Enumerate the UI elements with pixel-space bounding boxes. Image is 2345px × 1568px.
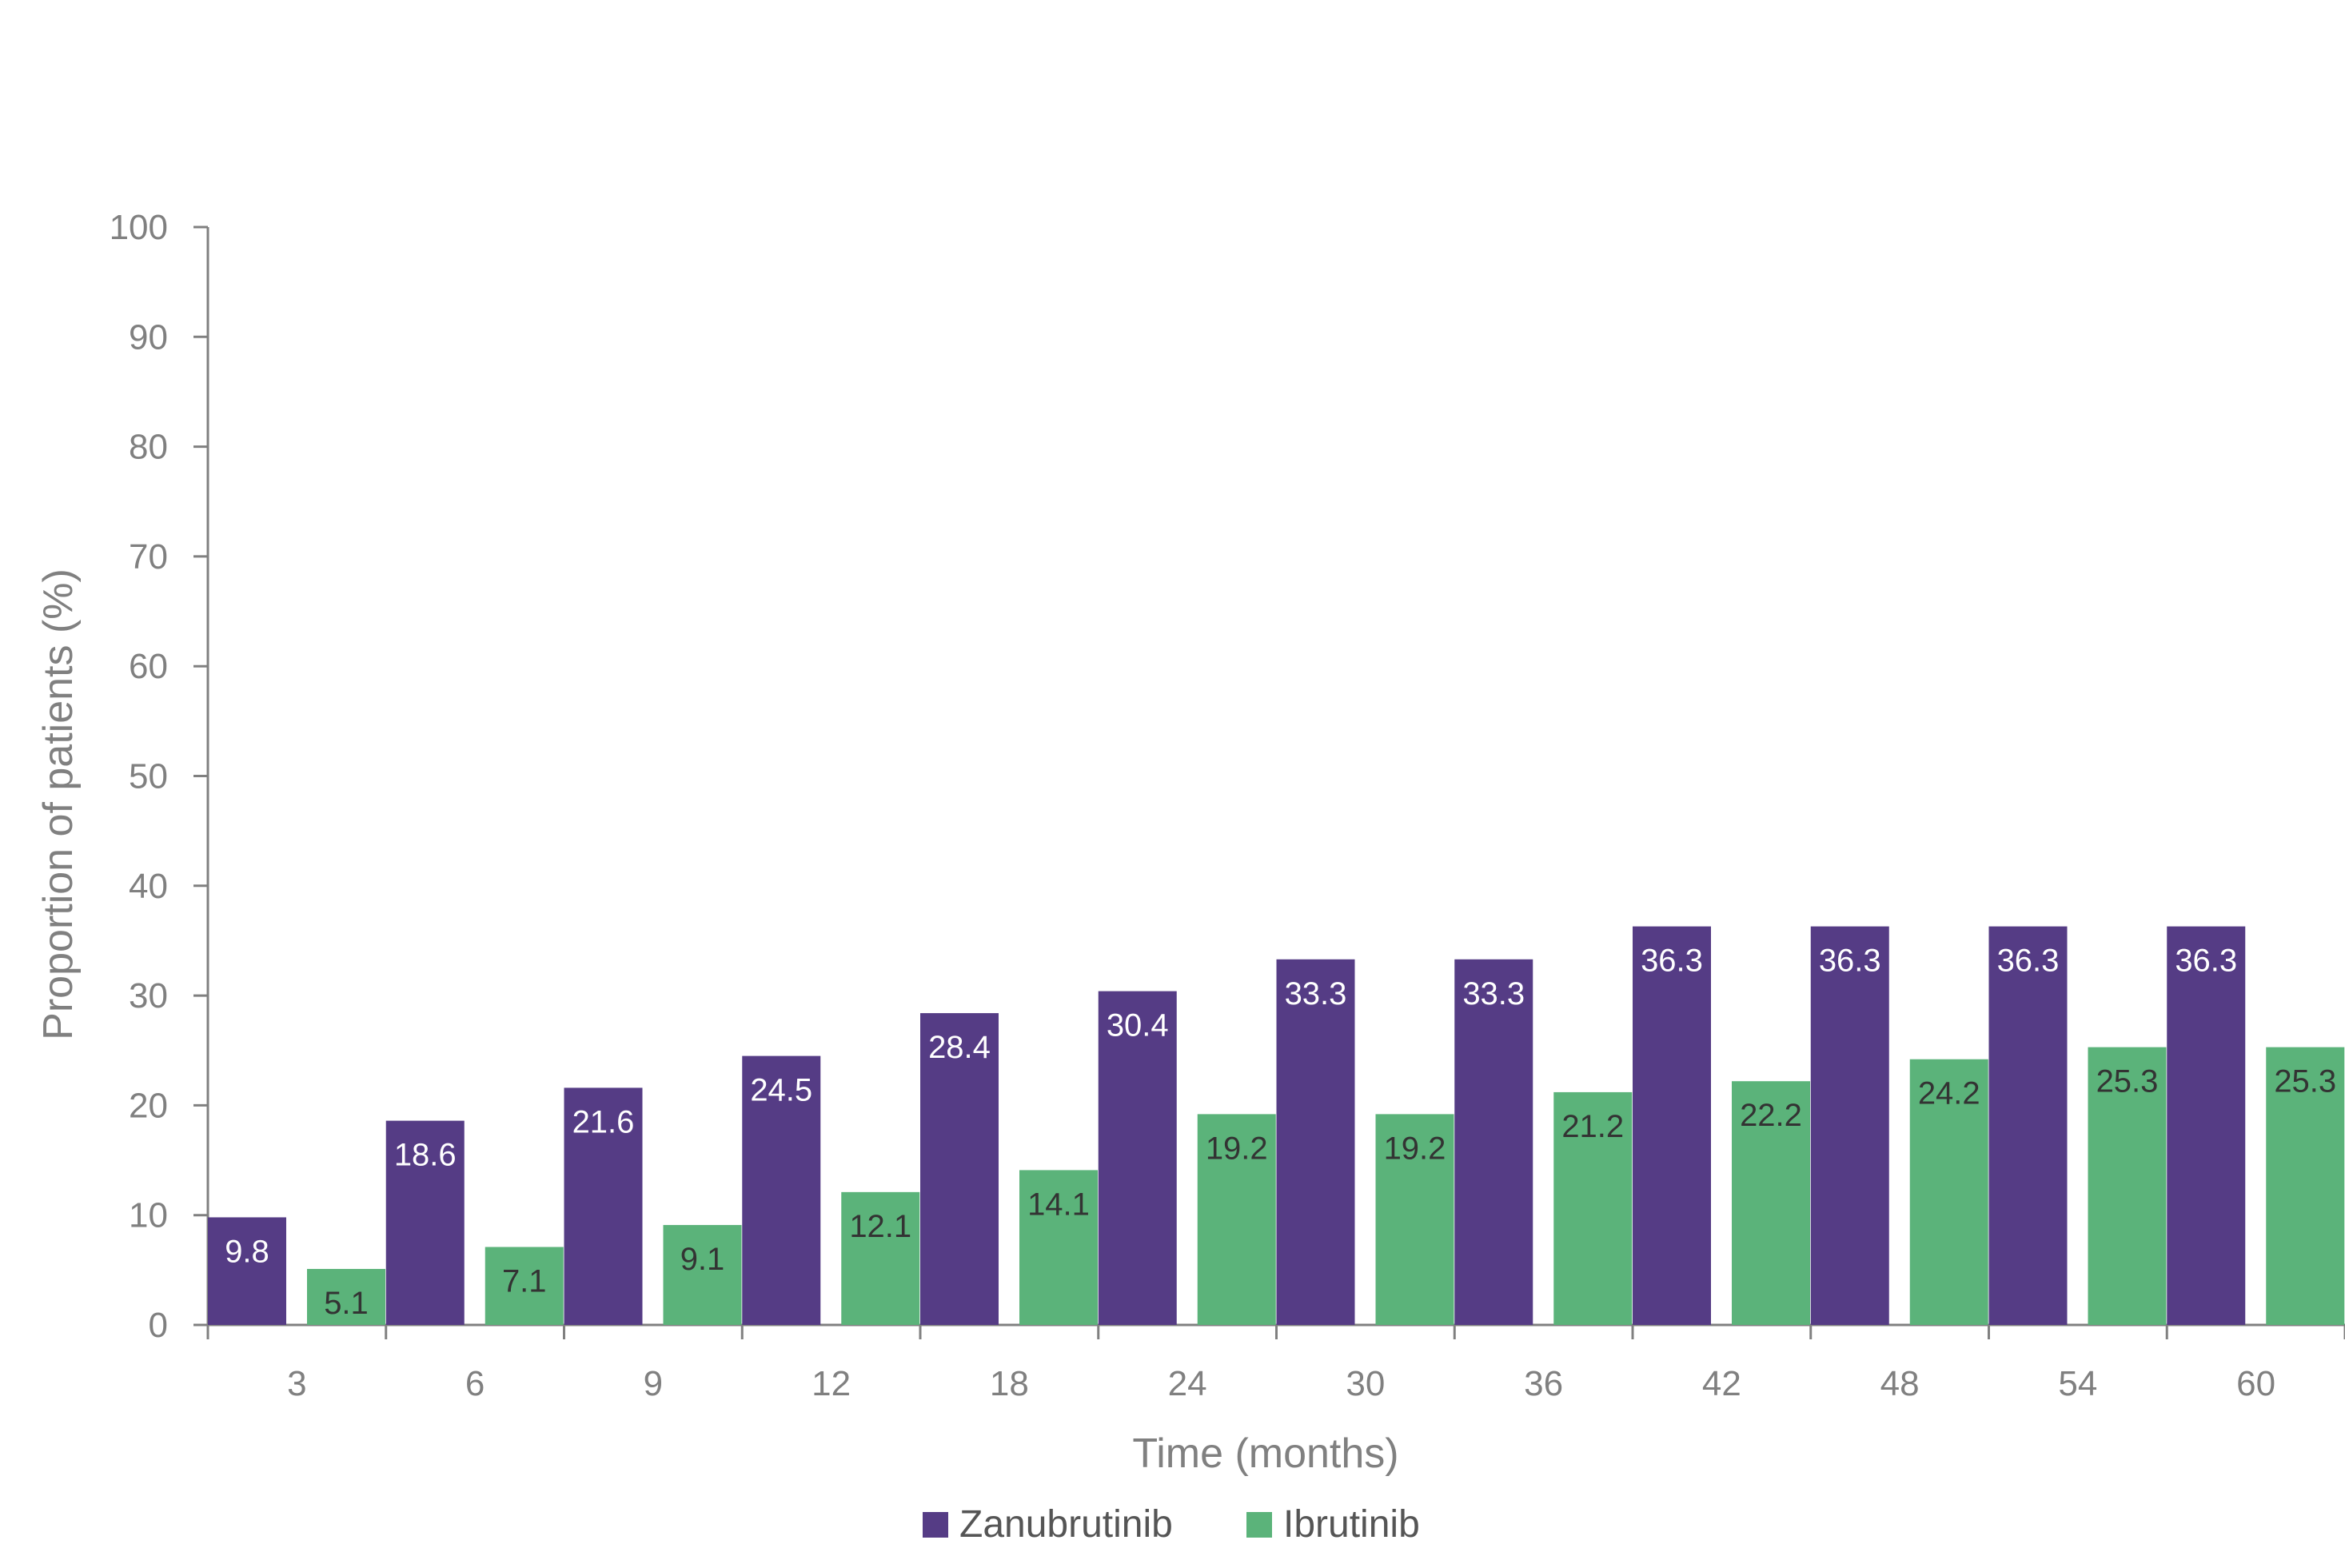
y-tick-label: 40 bbox=[129, 867, 168, 906]
x-tick-label: 60 bbox=[2236, 1364, 2275, 1403]
bar-ibrutinib-48 bbox=[1909, 1059, 1988, 1325]
bar-ibrutinib-9 bbox=[663, 1225, 742, 1325]
data-label-ibrutinib-18: 14.1 bbox=[1027, 1187, 1090, 1222]
y-tick-label: 50 bbox=[129, 757, 168, 796]
x-tick-label: 6 bbox=[465, 1364, 485, 1403]
legend-item-ibrutinib: Ibrutinib bbox=[1246, 1503, 1420, 1546]
bar-ibrutinib-6 bbox=[485, 1247, 564, 1325]
legend-label-zanubrutinib: Zanubrutinib bbox=[959, 1503, 1173, 1546]
y-tick-label: 60 bbox=[129, 647, 168, 686]
legend-swatch-ibrutinib bbox=[1246, 1512, 1272, 1538]
x-tick-label: 24 bbox=[1168, 1364, 1207, 1403]
data-label-zanubrutinib-60: 36.3 bbox=[2175, 944, 2237, 979]
x-tick-label: 42 bbox=[1702, 1364, 1741, 1403]
legend-swatch-zanubrutinib bbox=[923, 1512, 948, 1538]
bar-zanubrutinib-18 bbox=[920, 1013, 999, 1325]
data-label-ibrutinib-12: 12.1 bbox=[849, 1209, 911, 1244]
bar-ibrutinib-18 bbox=[1019, 1170, 1098, 1325]
bar-ibrutinib-54 bbox=[2088, 1047, 2167, 1325]
bar-ibrutinib-3 bbox=[307, 1268, 385, 1325]
data-label-ibrutinib-42: 22.2 bbox=[1740, 1098, 1802, 1133]
bar-ibrutinib-12 bbox=[841, 1191, 920, 1325]
data-label-zanubrutinib-12: 24.5 bbox=[750, 1073, 812, 1108]
x-tick-label: 54 bbox=[2058, 1364, 2097, 1403]
bar-zanubrutinib-48 bbox=[1810, 926, 1889, 1325]
x-tick-label: 3 bbox=[287, 1364, 306, 1403]
data-label-zanubrutinib-36: 33.3 bbox=[1462, 976, 1525, 1011]
y-tick-label: 20 bbox=[129, 1086, 168, 1125]
legend: Zanubrutinib Ibrutinib bbox=[923, 1503, 1420, 1546]
bar-ibrutinib-36 bbox=[1553, 1091, 1633, 1325]
x-tick-label: 30 bbox=[1346, 1364, 1385, 1403]
legend-item-zanubrutinib: Zanubrutinib bbox=[923, 1503, 1173, 1546]
data-label-zanubrutinib-3: 9.8 bbox=[225, 1234, 269, 1269]
data-label-ibrutinib-6: 7.1 bbox=[502, 1264, 547, 1299]
y-tick-label: 30 bbox=[129, 976, 168, 1015]
bar-zanubrutinib-36 bbox=[1454, 959, 1533, 1325]
bar-zanubrutinib-3 bbox=[208, 1217, 286, 1325]
y-tick-label: 0 bbox=[149, 1306, 168, 1345]
data-label-ibrutinib-48: 24.2 bbox=[1918, 1076, 1980, 1111]
bars bbox=[208, 926, 2345, 1325]
data-label-zanubrutinib-48: 36.3 bbox=[1819, 944, 1881, 979]
bar-labels: 9.8 18.6 21.6 24.5 28.4 30.4 33.3 33.3 36.3 36.3 3… bbox=[225, 944, 2336, 1321]
bar-zanubrutinib-42 bbox=[1633, 926, 1711, 1325]
data-label-ibrutinib-60: 25.3 bbox=[2274, 1064, 2336, 1099]
data-label-ibrutinib-9: 9.1 bbox=[680, 1242, 725, 1277]
bar-zanubrutinib-12 bbox=[742, 1055, 821, 1325]
x-tick-label: 9 bbox=[644, 1364, 663, 1403]
data-label-zanubrutinib-6: 18.6 bbox=[394, 1138, 457, 1173]
bar-zanubrutinib-9 bbox=[564, 1087, 643, 1325]
y-axis-title: Proportion of patients (%) bbox=[35, 569, 82, 1040]
x-tick-label: 12 bbox=[812, 1364, 851, 1403]
x-tick-label: 36 bbox=[1524, 1364, 1563, 1403]
data-label-ibrutinib-3: 5.1 bbox=[324, 1286, 369, 1321]
y-tick-label: 90 bbox=[129, 317, 168, 357]
bar-ibrutinib-60 bbox=[2266, 1047, 2345, 1325]
data-label-ibrutinib-24: 19.2 bbox=[1206, 1131, 1268, 1166]
data-label-ibrutinib-30: 19.2 bbox=[1384, 1131, 1446, 1166]
bar-zanubrutinib-24 bbox=[1098, 991, 1177, 1325]
data-label-zanubrutinib-9: 21.6 bbox=[572, 1104, 635, 1139]
bar-zanubrutinib-30 bbox=[1276, 959, 1355, 1325]
data-label-ibrutinib-54: 25.3 bbox=[2096, 1064, 2159, 1099]
bar-zanubrutinib-6 bbox=[385, 1120, 465, 1325]
data-label-zanubrutinib-18: 28.4 bbox=[928, 1030, 991, 1065]
bar-zanubrutinib-54 bbox=[1988, 926, 2068, 1325]
y-tick-label: 70 bbox=[129, 537, 168, 577]
x-axis-title: Time (months) bbox=[1132, 1430, 1398, 1477]
y-tick-label: 100 bbox=[110, 208, 168, 247]
bar-ibrutinib-24 bbox=[1197, 1114, 1276, 1325]
y-tick-label: 10 bbox=[129, 1196, 168, 1235]
legend-label-ibrutinib: Ibrutinib bbox=[1283, 1503, 1420, 1546]
data-label-zanubrutinib-42: 36.3 bbox=[1641, 944, 1703, 979]
y-tick-label: 80 bbox=[129, 428, 168, 467]
bar-ibrutinib-42 bbox=[1732, 1081, 1810, 1325]
x-tick-label: 48 bbox=[1880, 1364, 1920, 1403]
data-label-ibrutinib-36: 21.2 bbox=[1561, 1109, 1624, 1144]
bar-zanubrutinib-60 bbox=[2167, 926, 2246, 1325]
data-label-zanubrutinib-54: 36.3 bbox=[1997, 944, 2060, 979]
data-label-zanubrutinib-24: 30.4 bbox=[1107, 1008, 1169, 1043]
bar-ibrutinib-30 bbox=[1375, 1114, 1454, 1325]
data-label-zanubrutinib-30: 33.3 bbox=[1285, 976, 1347, 1011]
x-tick-label: 18 bbox=[990, 1364, 1029, 1403]
